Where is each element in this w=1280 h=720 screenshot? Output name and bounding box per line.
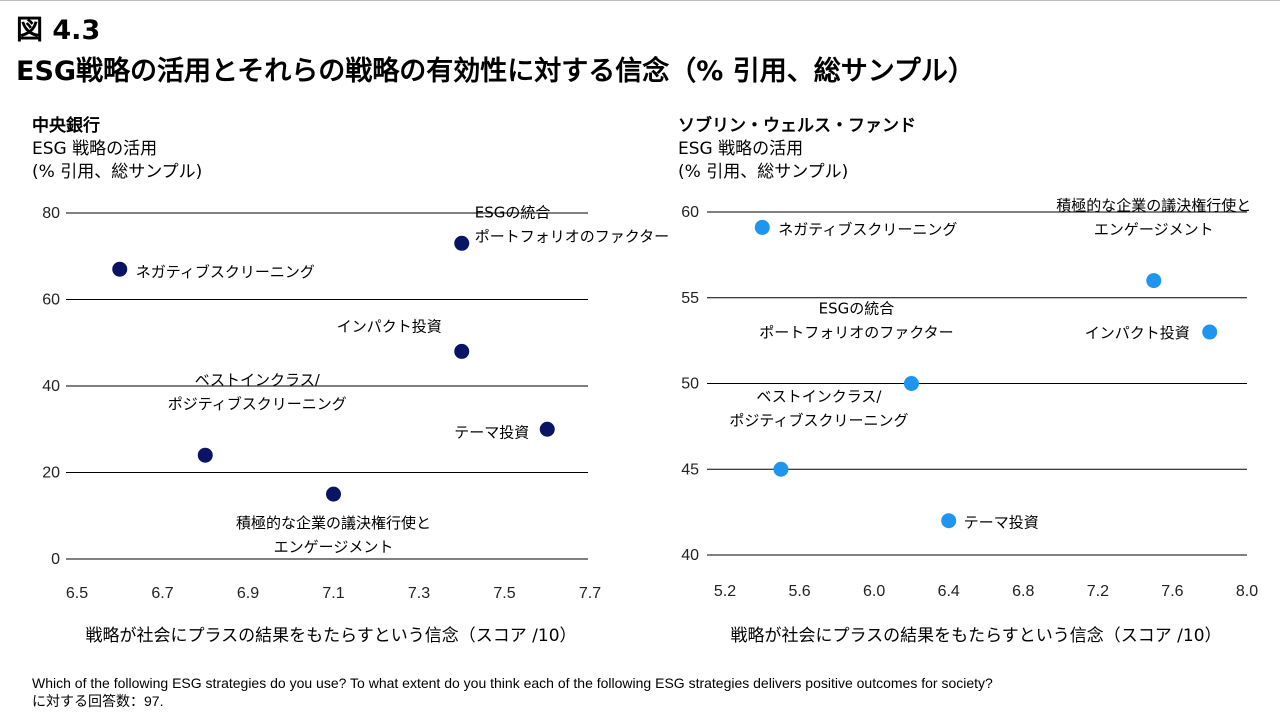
right-point-label-4-line-1: ポジティブスクリーニング <box>729 411 908 429</box>
right-x-tick-6: 7.6 <box>1161 583 1183 600</box>
right-x-axis-title: 戦略が社会にプラスの結果をもたらすという信念（スコア /10） <box>730 625 1221 646</box>
right-point-label-1-line-0: 積極的な企業の議決権行使と <box>1056 197 1251 215</box>
right-x-tick-4: 6.8 <box>1012 583 1034 600</box>
left-y-tick-0: 0 <box>51 551 60 568</box>
left-x-tick-4: 7.3 <box>408 585 430 602</box>
left-point-1 <box>454 235 470 251</box>
left-point-label-4-line-0: ベストインクラス/ <box>195 371 321 389</box>
right-y-tick-3: 55 <box>681 290 699 307</box>
right-panel-title: ソブリン・ウェルス・ファンド <box>678 116 916 136</box>
left-y-label-line-2: (% 引用、総サンプル) <box>32 162 203 182</box>
footnote: Which of the following ESG strategies do… <box>32 674 993 710</box>
right-point-label-5-line-0: テーマ投資 <box>964 514 1039 532</box>
left-point-label-4-line-1: ポジティブスクリーニング <box>168 395 347 413</box>
right-point-5 <box>941 513 957 529</box>
right-y-tick-1: 45 <box>681 461 699 478</box>
left-point-label-1-line-0: ESGの統合 <box>475 203 551 221</box>
left-y-tick-3: 60 <box>42 292 60 309</box>
right-point-label-0-line-0: ネガティブスクリーニング <box>778 220 957 238</box>
right-x-tick-2: 6.0 <box>863 583 885 600</box>
left-x-tick-0: 6.5 <box>66 585 88 602</box>
left-point-label-0-line-0: ネガティブスクリーニング <box>136 263 315 281</box>
left-point-label-5-line-0: 積極的な企業の議決権行使と <box>236 514 431 532</box>
figure-title: ESG戦略の活用とそれらの戦略の有効性に対する信念（% 引用、総サンプル） <box>16 56 975 87</box>
right-x-tick-5: 7.2 <box>1087 583 1109 600</box>
right-y-tick-4: 60 <box>681 204 699 221</box>
left-y-tick-1: 20 <box>42 465 60 482</box>
right-point-0 <box>754 219 770 235</box>
right-y-tick-2: 50 <box>681 376 699 393</box>
right-point-4 <box>773 461 789 477</box>
left-point-4 <box>197 447 213 463</box>
right-point-label-2-line-0: インパクト投資 <box>1085 324 1190 342</box>
left-point-5 <box>326 486 341 502</box>
top-rule <box>0 0 1280 1</box>
right-x-tick-1: 5.6 <box>788 583 810 600</box>
right-point-label-3-line-0: ESGの統合 <box>819 300 895 318</box>
left-panel-title: 中央銀行 <box>32 116 100 136</box>
left-point-2 <box>454 343 470 359</box>
right-point-label-4-line-0: ベストインクラス/ <box>756 387 882 405</box>
right-x-tick-3: 6.4 <box>938 583 960 600</box>
left-panel-header: 中央銀行 ESG 戦略の活用 (% 引用、総サンプル) <box>32 115 202 184</box>
left-x-tick-6: 7.7 <box>579 585 601 602</box>
right-y-label-line-1: ESG 戦略の活用 <box>678 139 804 159</box>
left-y-label-line-1: ESG 戦略の活用 <box>32 139 158 159</box>
left-x-tick-3: 7.1 <box>322 585 344 602</box>
right-y-tick-0: 40 <box>681 547 699 564</box>
left-point-label-1-line-1: ポートフォリオのファクター <box>475 227 669 245</box>
left-point-3 <box>539 421 555 437</box>
left-x-tick-2: 6.9 <box>237 585 259 602</box>
left-point-label-5-line-1: エンゲージメント <box>274 538 394 556</box>
left-point-label-2-line-0: インパクト投資 <box>337 317 442 335</box>
right-point-3 <box>903 376 919 391</box>
left-x-tick-5: 7.5 <box>493 585 515 602</box>
right-panel-header: ソブリン・ウェルス・ファンド ESG 戦略の活用 (% 引用、総サンプル) <box>678 115 916 184</box>
right-x-tick-7: 8.0 <box>1236 583 1258 600</box>
left-point-0 <box>112 261 128 277</box>
right-point-label-3-line-1: ポートフォリオのファクター <box>759 324 953 342</box>
left-x-tick-1: 6.7 <box>151 585 173 602</box>
left-y-tick-2: 40 <box>42 378 60 395</box>
right-point-1 <box>1146 273 1162 289</box>
right-x-tick-0: 5.2 <box>714 583 736 600</box>
footnote-question: Which of the following ESG strategies do… <box>32 675 993 691</box>
left-x-axis-title: 戦略が社会にプラスの結果をもたらすという信念（スコア /10） <box>85 625 576 646</box>
right-point-2 <box>1202 324 1218 340</box>
footnote-response-count: に対する回答数：97. <box>32 693 164 709</box>
left-y-tick-4: 80 <box>42 205 60 222</box>
figure-number: 図 4.3 <box>16 15 101 46</box>
right-point-label-1-line-1: エンゲージメント <box>1094 221 1214 239</box>
left-point-label-3-line-0: テーマ投資 <box>454 423 529 441</box>
right-y-label-line-2: (% 引用、総サンプル) <box>678 162 849 182</box>
